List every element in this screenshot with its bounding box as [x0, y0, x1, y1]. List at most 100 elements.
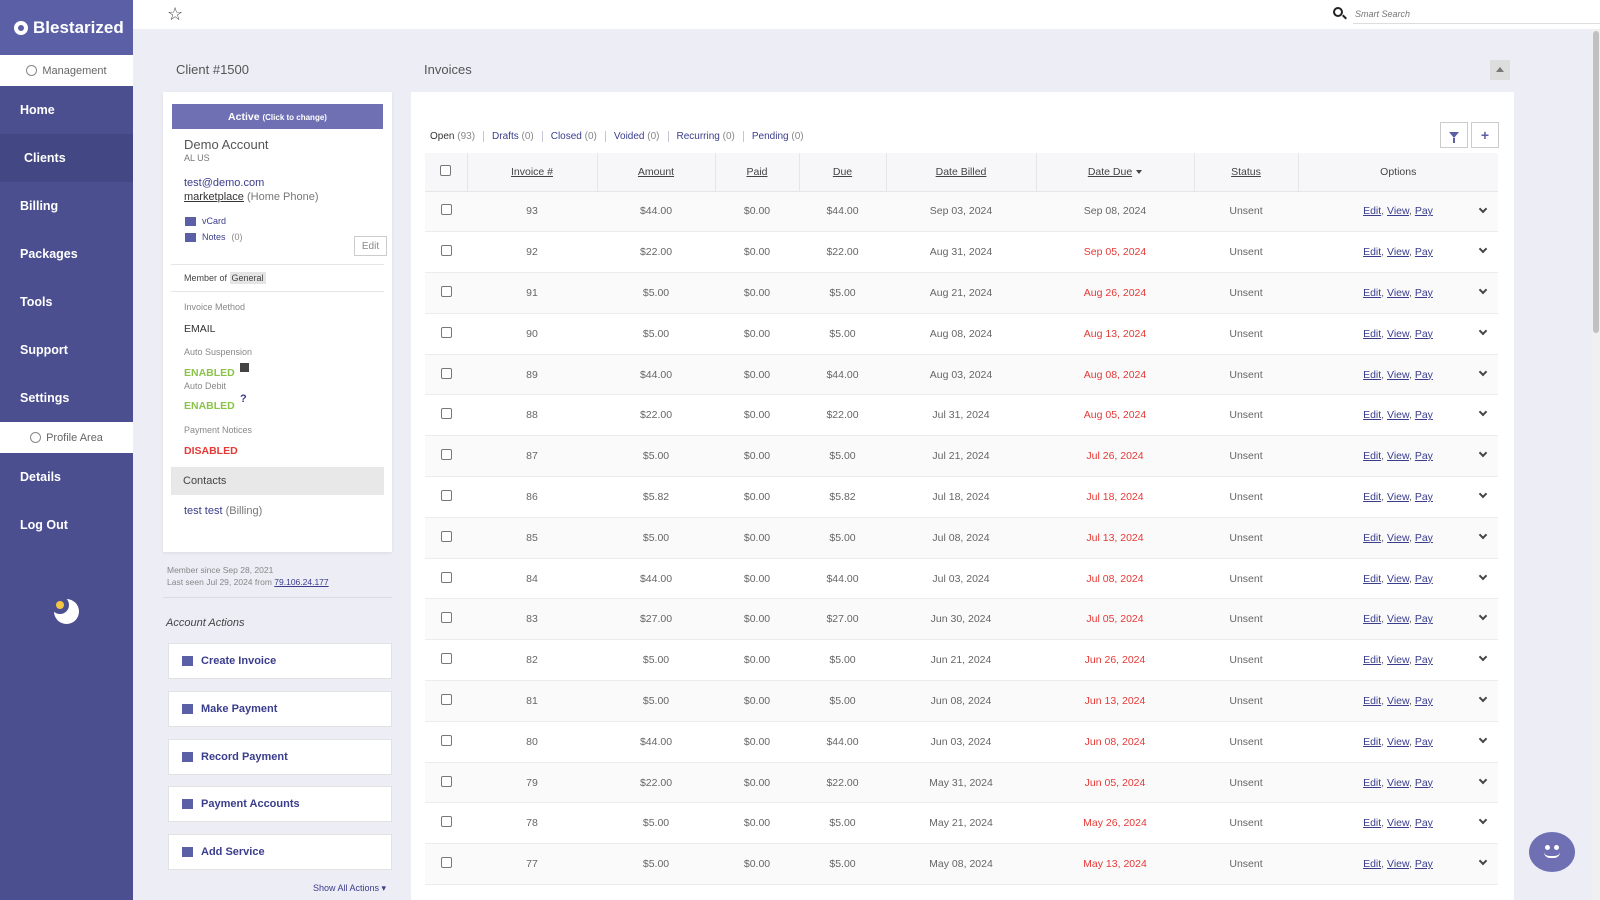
nav-home[interactable]: Home: [20, 103, 55, 117]
view-link[interactable]: View: [1387, 817, 1409, 830]
pay-link[interactable]: Pay: [1414, 613, 1433, 626]
column-header-paid[interactable]: Paid: [715, 153, 800, 192]
auto-suspension-value[interactable]: ENABLED: [184, 367, 235, 379]
nav-clients[interactable]: Clients: [0, 134, 133, 182]
row-checkbox[interactable]: [440, 693, 452, 705]
tab-voided[interactable]: Voided (0): [613, 131, 660, 142]
pay-link[interactable]: Pay: [1414, 531, 1433, 544]
edit-link[interactable]: Edit: [1363, 450, 1382, 463]
edit-link[interactable]: Edit: [1363, 735, 1382, 748]
collapse-button[interactable]: [1490, 60, 1510, 80]
record-payment-button[interactable]: Record Payment: [168, 739, 392, 775]
view-link[interactable]: View: [1387, 490, 1409, 503]
search-icon[interactable]: [1333, 7, 1343, 17]
view-link[interactable]: View: [1387, 858, 1409, 871]
view-link[interactable]: View: [1387, 327, 1409, 340]
column-header-amount[interactable]: Amount: [597, 153, 716, 192]
chat-bot-button[interactable]: [1529, 832, 1575, 872]
notes-link[interactable]: Notes (0): [185, 232, 243, 242]
row-checkbox[interactable]: [440, 612, 452, 624]
chevron-down-icon[interactable]: [1478, 612, 1488, 621]
column-header-date-due[interactable]: Date Due: [1036, 153, 1195, 192]
view-link[interactable]: View: [1387, 654, 1409, 667]
chevron-down-icon[interactable]: [1478, 571, 1488, 580]
auto-debit-value[interactable]: ENABLED: [184, 400, 235, 412]
column-header-invoice[interactable]: Invoice #: [467, 153, 598, 192]
scrollbar-thumb[interactable]: [1593, 31, 1599, 333]
filter-button[interactable]: [1440, 122, 1468, 148]
edit-link[interactable]: Edit: [1363, 246, 1382, 259]
view-link[interactable]: View: [1387, 531, 1409, 544]
view-link[interactable]: View: [1387, 776, 1409, 789]
help-icon[interactable]: ?: [240, 393, 247, 405]
tab-closed[interactable]: Closed (0): [550, 131, 597, 142]
add-service-button[interactable]: Add Service: [168, 834, 392, 870]
edit-link[interactable]: Edit: [1363, 694, 1382, 707]
nav-tools[interactable]: Tools: [20, 295, 53, 309]
make-payment-button[interactable]: Make Payment: [168, 691, 392, 727]
edit-link[interactable]: Edit: [1363, 776, 1382, 789]
view-link[interactable]: View: [1387, 368, 1409, 381]
row-checkbox[interactable]: [440, 449, 452, 461]
view-link[interactable]: View: [1387, 246, 1409, 259]
pay-link[interactable]: Pay: [1414, 409, 1433, 422]
select-all-checkbox[interactable]: [440, 164, 452, 176]
view-link[interactable]: View: [1387, 286, 1409, 299]
tab-pending[interactable]: Pending (0): [751, 131, 804, 142]
chevron-down-icon[interactable]: [1478, 857, 1488, 866]
pay-link[interactable]: Pay: [1414, 490, 1433, 503]
create-invoice-button[interactable]: Create Invoice: [168, 643, 392, 679]
tab-recurring[interactable]: Recurring (0): [676, 131, 735, 142]
column-header-due[interactable]: Due: [799, 153, 887, 192]
chevron-down-icon[interactable]: [1478, 367, 1488, 376]
row-checkbox[interactable]: [440, 653, 452, 665]
row-checkbox[interactable]: [440, 285, 452, 297]
chevron-down-icon[interactable]: [1478, 408, 1488, 417]
nav-billing[interactable]: Billing: [20, 199, 59, 213]
chevron-down-icon[interactable]: [1478, 775, 1488, 784]
pay-link[interactable]: Pay: [1414, 858, 1433, 871]
pay-link[interactable]: Pay: [1414, 286, 1433, 299]
chevron-down-icon[interactable]: [1478, 326, 1488, 336]
edit-link[interactable]: Edit: [1363, 490, 1382, 503]
payment-accounts-button[interactable]: Payment Accounts: [168, 786, 392, 822]
status-toggle-button[interactable]: Active (Click to change): [172, 104, 383, 129]
row-checkbox[interactable]: [440, 775, 452, 787]
nav-packages[interactable]: Packages: [20, 247, 78, 261]
nav-details[interactable]: Details: [20, 470, 61, 484]
edit-link[interactable]: Edit: [1363, 205, 1382, 218]
edit-link[interactable]: Edit: [1363, 368, 1382, 381]
view-link[interactable]: View: [1387, 613, 1409, 626]
pay-link[interactable]: Pay: [1414, 776, 1433, 789]
payment-notices-value[interactable]: DISABLED: [184, 445, 238, 457]
edit-link[interactable]: Edit: [1363, 572, 1382, 585]
pay-link[interactable]: Pay: [1414, 654, 1433, 667]
member-group-tag[interactable]: General: [229, 272, 266, 284]
vcard-link[interactable]: vCard: [185, 216, 226, 226]
row-checkbox[interactable]: [440, 734, 452, 746]
edit-link[interactable]: Edit: [1363, 409, 1382, 422]
pay-link[interactable]: Pay: [1414, 735, 1433, 748]
edit-link[interactable]: Edit: [1363, 286, 1382, 299]
star-icon[interactable]: ☆: [167, 4, 184, 24]
tab-open[interactable]: Open (93): [430, 131, 476, 142]
contact-item[interactable]: test test (Billing): [184, 505, 263, 517]
row-checkbox[interactable]: [440, 530, 452, 542]
row-checkbox[interactable]: [440, 816, 452, 828]
row-checkbox[interactable]: [440, 408, 452, 420]
edit-link[interactable]: Edit: [1363, 613, 1382, 626]
dark-mode-toggle-icon[interactable]: [51, 596, 79, 624]
chevron-down-icon[interactable]: [1478, 693, 1488, 703]
tab-drafts[interactable]: Drafts (0): [492, 131, 534, 142]
row-checkbox[interactable]: [440, 489, 452, 501]
row-checkbox[interactable]: [440, 204, 452, 216]
chevron-down-icon[interactable]: [1478, 816, 1488, 825]
pay-link[interactable]: Pay: [1414, 246, 1433, 259]
chevron-down-icon[interactable]: [1478, 489, 1488, 499]
pay-link[interactable]: Pay: [1414, 572, 1433, 585]
nav-settings[interactable]: Settings: [20, 391, 70, 405]
view-link[interactable]: View: [1387, 694, 1409, 707]
column-header-date-billed[interactable]: Date Billed: [886, 153, 1037, 192]
chevron-down-icon[interactable]: [1478, 530, 1488, 540]
show-all-actions-link[interactable]: Show All Actions ▾: [313, 883, 387, 893]
